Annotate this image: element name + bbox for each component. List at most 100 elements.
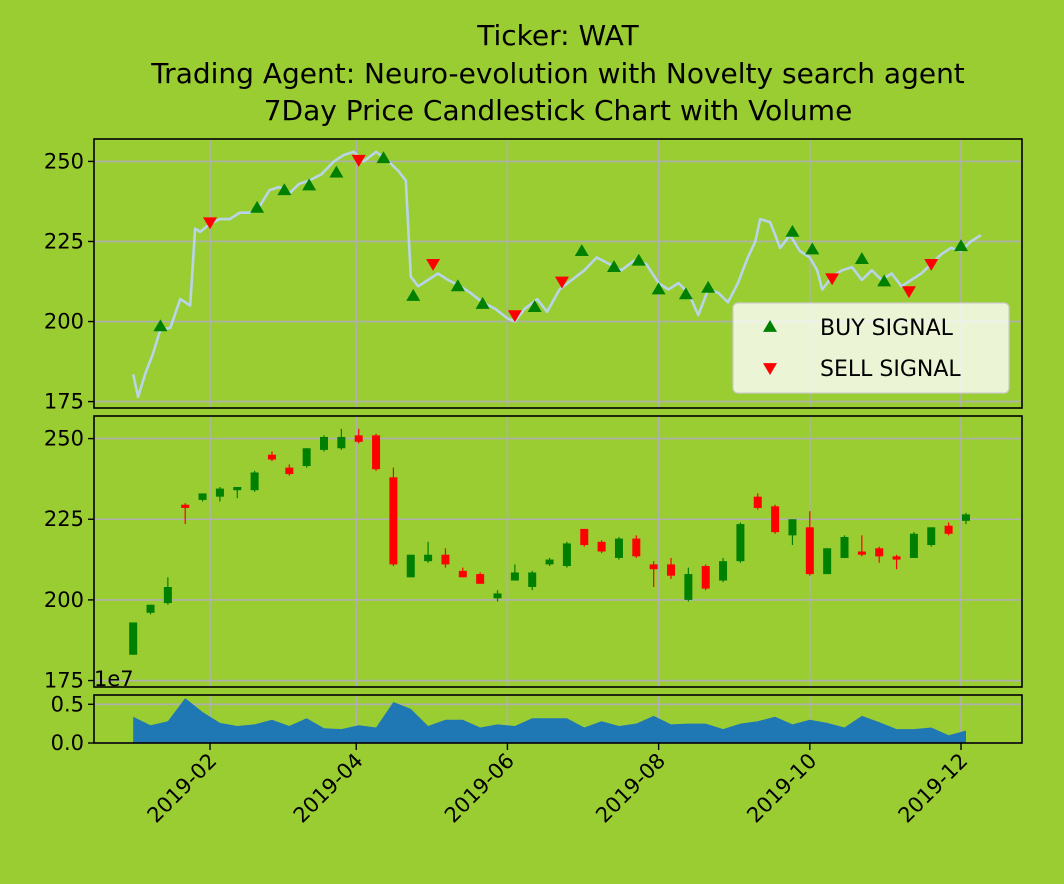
- candle-body-28: [614, 538, 623, 558]
- candle-body-4: [198, 493, 207, 500]
- buy-signal-4: [329, 165, 344, 178]
- price-ytick-label-2: 225: [44, 229, 84, 253]
- price-ytick-label-3: 250: [44, 149, 84, 173]
- candle-body-46: [927, 527, 936, 546]
- candle-body-45: [909, 533, 918, 558]
- candle-body-25: [562, 543, 571, 567]
- buy-signal-11: [607, 260, 622, 272]
- candle-body-23: [528, 572, 537, 587]
- volume-offset-label: 1e7: [94, 667, 134, 691]
- candle-frame: [93, 415, 1023, 688]
- buy-signal-1: [250, 200, 265, 213]
- x-tick-label-2: 2019-06: [440, 749, 519, 828]
- candle-body-41: [840, 536, 849, 558]
- price-panel: 175 200 225 250: [44, 138, 1023, 414]
- volume-frame: [93, 694, 1023, 744]
- volume-ytick-label-0: 0.0: [51, 731, 84, 755]
- buy-signal-13: [651, 282, 666, 295]
- sell-signal-3: [507, 310, 522, 323]
- candle-body-2: [163, 586, 172, 604]
- candle-body-8: [267, 454, 276, 460]
- candle-body-47: [944, 525, 953, 534]
- candle-body-10: [302, 448, 311, 467]
- legend: BUY SIGNAL SELL SIGNAL: [732, 302, 1010, 394]
- sell-signal-6: [901, 286, 916, 299]
- candle-body-32: [684, 574, 693, 600]
- legend-sell-marker: [763, 363, 777, 375]
- buy-signal-16: [785, 224, 800, 237]
- sell-signal-0: [203, 217, 217, 230]
- buy-signal-3: [302, 178, 317, 191]
- candle-ytick-label-2: 225: [44, 507, 84, 531]
- candle-plot-area: [94, 416, 1022, 687]
- candle-body-27: [597, 541, 606, 552]
- candle-body-19: [458, 570, 467, 578]
- candlestick-panel: 175 200 225 250: [44, 415, 1023, 693]
- candle-body-48: [961, 514, 970, 521]
- candle-body-12: [337, 436, 346, 449]
- candle-body-14: [372, 435, 381, 470]
- candle-body-36: [753, 496, 762, 508]
- candle-body-6: [233, 486, 242, 491]
- legend-buy-label: BUY SIGNAL: [820, 316, 954, 341]
- price-ytick-label-1: 200: [44, 310, 84, 334]
- candle-body-31: [667, 564, 676, 576]
- legend-sell-label: SELL SIGNAL: [820, 357, 961, 382]
- x-tick-label-5: 2019-12: [894, 749, 973, 828]
- candle-body-22: [510, 572, 519, 581]
- x-tick-label-0: 2019-02: [143, 749, 222, 828]
- candle-body-16: [406, 554, 415, 578]
- candle-body-30: [649, 564, 658, 570]
- candle-body-11: [320, 436, 329, 450]
- candle-body-40: [823, 548, 832, 575]
- chart-title: Ticker: WAT Trading Agent: Neuro-evoluti…: [150, 19, 965, 127]
- candle-body-1: [146, 604, 155, 613]
- buy-signal-20: [954, 239, 968, 252]
- title-line-1: Ticker: WAT: [476, 19, 639, 52]
- buy-signal-17: [805, 242, 820, 255]
- candle-body-35: [736, 524, 745, 562]
- candle-body-9: [285, 467, 294, 475]
- candle-body-29: [632, 538, 641, 557]
- x-tick-label-1: 2019-04: [289, 749, 368, 828]
- price-ytick-label-0: 175: [44, 390, 84, 414]
- candle-body-37: [771, 506, 780, 533]
- sell-signal-5: [825, 273, 840, 286]
- x-tick-label-3: 2019-08: [591, 749, 670, 828]
- buy-signal-12: [631, 253, 646, 266]
- candle-body-3: [181, 504, 190, 508]
- buy-signal-19: [877, 274, 892, 287]
- candle-body-5: [215, 488, 224, 497]
- buy-signal-14: [678, 287, 693, 300]
- candle-body-42: [857, 551, 866, 555]
- candle-body-33: [701, 566, 710, 589]
- candle-body-0: [129, 622, 138, 655]
- buy-signal-18: [854, 252, 869, 264]
- legend-box: [732, 302, 1010, 394]
- x-axis: 2019-02 2019-04 2019-06 2019-08 2019-10 2019-…: [143, 743, 973, 828]
- candle-body-44: [892, 556, 901, 560]
- candle-body-39: [805, 527, 814, 575]
- sell-signal-2: [426, 258, 441, 271]
- volume-area: [133, 698, 966, 743]
- candle-body-24: [545, 559, 554, 565]
- buy-signal-0: [153, 319, 168, 332]
- buy-signal-7: [450, 279, 465, 292]
- buy-signal-5: [376, 151, 391, 164]
- volume-panel: 0.0 0.5 1e7: [51, 667, 1023, 755]
- title-line-3: 7Day Price Candlestick Chart with Volume: [264, 94, 853, 127]
- title-line-2: Trading Agent: Neuro-evolution with Nove…: [150, 57, 965, 90]
- candle-body-34: [719, 561, 728, 581]
- buy-signal-15: [701, 280, 716, 293]
- buy-signal-10: [574, 244, 589, 256]
- buy-signal-8: [475, 296, 490, 309]
- x-tick-label-4: 2019-10: [742, 749, 821, 828]
- sell-signal-1: [351, 154, 366, 167]
- candle-ytick-label-1: 200: [44, 588, 84, 612]
- legend-buy-marker: [763, 320, 777, 332]
- candle-body-17: [424, 554, 433, 562]
- candle-body-21: [493, 593, 502, 599]
- candle-body-7: [250, 472, 259, 491]
- candle-body-15: [389, 477, 398, 565]
